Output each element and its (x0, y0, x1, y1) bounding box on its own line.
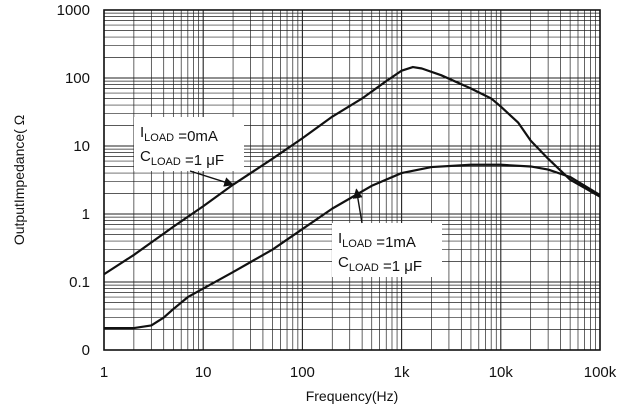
annotation-arrow (352, 188, 363, 224)
x-axis-label: Frequency(Hz) (306, 388, 399, 404)
annotation-arrow (189, 170, 234, 187)
annotation-segment: C (338, 254, 349, 271)
series-line-1 (103, 65, 601, 276)
annotation-segment: C (140, 148, 151, 165)
annotation-subscript: LOAD (342, 238, 372, 250)
x-tick-labels: 1 10 100 1k 10k 100k (100, 364, 617, 381)
annotation-subscript: LOAD (151, 156, 181, 168)
annotation-text: CLOAD =1 μF (338, 254, 422, 275)
annotation-segment: =1 μF (181, 152, 224, 169)
annotation-subscript: LOAD (349, 262, 379, 274)
x-tick-label: 10 (195, 364, 212, 381)
annotation-segment: =1mA (372, 234, 416, 251)
plot-frame (103, 9, 601, 351)
x-tick-label: 100 (290, 364, 315, 381)
annotation-box (134, 117, 244, 171)
annotation-text: CLOAD =1 μF (140, 148, 224, 169)
annotation-segment: I (140, 124, 144, 141)
series-lines (103, 65, 601, 330)
y-tick-label: 1000 (57, 2, 90, 19)
y-tick-label: 1 (82, 206, 90, 223)
y-tick-label: 10 (73, 138, 90, 155)
y-tick-label: 0 (82, 342, 90, 359)
annotation-segment: =0mA (174, 128, 218, 145)
x-tick-label: 100k (584, 364, 617, 381)
annotation-text: ILOAD =0mA (140, 124, 218, 145)
x-tick-label: 1 (100, 364, 108, 381)
x-tick-label: 1k (394, 364, 410, 381)
y-tick-labels: 0 0.1 1 10 100 1000 (57, 2, 90, 359)
annotation-box (332, 223, 442, 277)
grid (103, 10, 600, 351)
y-axis-label: OutputImpedance( Ω (11, 115, 27, 245)
x-tick-label: 10k (489, 364, 514, 381)
annotation-text: ILOAD =1mA (338, 230, 416, 251)
series-line-2 (104, 163, 601, 330)
annotation-segment: =1 μF (379, 258, 422, 275)
y-tick-label: 100 (65, 70, 90, 87)
annotation-subscript: LOAD (144, 132, 174, 144)
annotation-segment: I (338, 230, 342, 247)
y-tick-label: 0.1 (69, 274, 90, 291)
